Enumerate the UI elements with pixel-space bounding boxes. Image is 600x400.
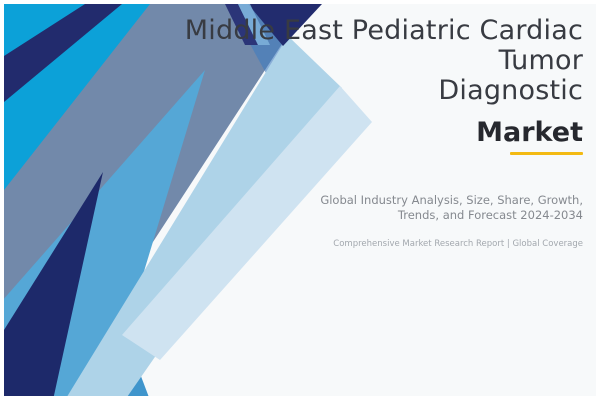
- title-line-1: Middle East Pediatric Cardiac Tumor: [184, 15, 583, 76]
- footnote: Comprehensive Market Research Report | G…: [333, 239, 583, 249]
- page-title: Middle East Pediatric Cardiac Tumor Diag…: [123, 16, 583, 106]
- decor-navy-sliver: [225, 4, 258, 45]
- subtitle-line-1: Global Industry Analysis, Size, Share, G…: [320, 193, 583, 207]
- subtitle: Global Industry Analysis, Size, Share, G…: [123, 193, 583, 222]
- decor-light-blue-band: [65, 36, 342, 400]
- title-emphasis-market: Market: [476, 117, 583, 148]
- subtitle-line-2: Trends, and Forecast 2024-2034: [397, 207, 583, 222]
- yellow-accent-underline: [510, 152, 583, 155]
- decor-navy-diagonal-band: [4, 4, 122, 102]
- cover-text-block: Middle East Pediatric Cardiac Tumor Diag…: [123, 16, 583, 249]
- decor-navy-bottom-wedge: [4, 172, 103, 400]
- decor-light-sliver: [238, 4, 270, 45]
- title-line-2: Diagnostic: [438, 75, 583, 106]
- decor-navy-top-triangle: [248, 4, 322, 46]
- decor-pale-blue-band: [122, 86, 372, 360]
